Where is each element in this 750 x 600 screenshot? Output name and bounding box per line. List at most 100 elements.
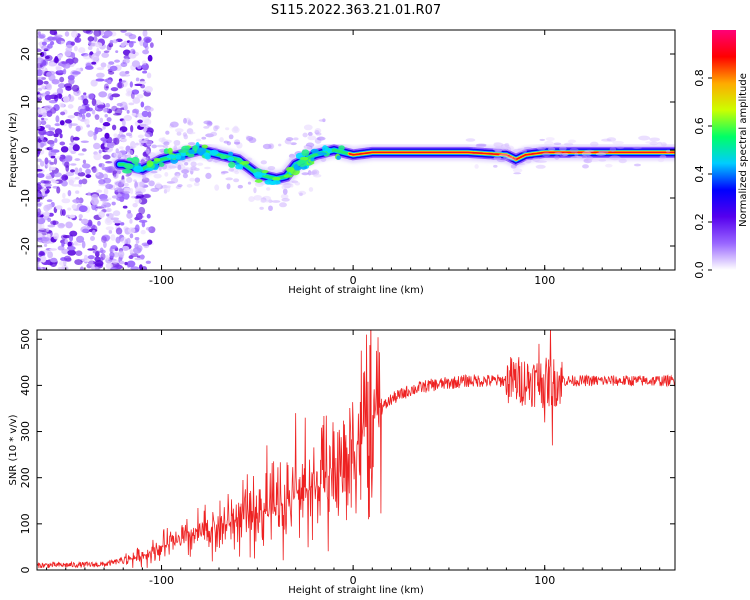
noise-blob [109, 65, 118, 72]
halo-blob [126, 177, 133, 183]
halo-blob [609, 155, 621, 161]
noise-blob [70, 30, 78, 38]
snr-series-line [37, 330, 675, 569]
noise-blob [85, 112, 91, 118]
halo-blob [539, 138, 546, 141]
halo-blob [268, 205, 273, 212]
halo-blob [544, 140, 554, 146]
noise-blob [130, 92, 135, 99]
noise-blob [50, 257, 58, 263]
noise-blob [48, 127, 56, 131]
noise-blob [139, 39, 145, 47]
halo-blob [307, 131, 313, 137]
noise-blob [94, 260, 104, 267]
noise-blob [81, 113, 86, 121]
noise-blob [62, 192, 66, 199]
ridge-core-red [348, 151, 675, 161]
noise-blob [123, 105, 128, 111]
noise-blob [78, 167, 83, 173]
noise-blob [78, 218, 82, 221]
noise-blob [37, 79, 44, 86]
noise-blob [87, 36, 95, 42]
noise-blob [37, 119, 41, 126]
halo-blob [183, 117, 187, 124]
noise-blob [43, 243, 48, 247]
noise-blob [40, 84, 46, 90]
halo-blob [601, 138, 612, 142]
noise-blob [120, 62, 128, 68]
ridge-clump [188, 149, 195, 155]
noise-blob [129, 81, 133, 88]
noise-blob [43, 80, 49, 85]
noise-blob [54, 123, 61, 127]
halo-blob [122, 191, 131, 194]
y-tick-label: 200 [19, 467, 32, 488]
noise-blob [113, 113, 122, 116]
noise-blob [45, 227, 50, 233]
colorbar-label: Normalized spectral amplitude [738, 73, 749, 227]
noise-blob [130, 124, 134, 133]
noise-blob [134, 257, 142, 261]
noise-blob [70, 41, 75, 46]
noise-blob [50, 166, 56, 171]
colorbar-tick-label: 0.8 [693, 69, 706, 87]
noise-blob [66, 246, 76, 251]
noise-blob [39, 160, 45, 167]
noise-blob [84, 118, 90, 125]
halo-blob [307, 135, 317, 141]
halo-blob [114, 181, 124, 186]
halo-blob [660, 142, 667, 147]
noise-blob [102, 201, 107, 206]
noise-blob [37, 158, 42, 163]
noise-blob [72, 144, 80, 152]
colorbar-tick-label: 0.6 [693, 117, 706, 135]
noise-blob [37, 125, 41, 130]
noise-blob [127, 227, 136, 234]
halo-blob [161, 137, 166, 142]
noise-blob [44, 183, 52, 188]
halo-blob [233, 141, 241, 145]
halo-blob [574, 152, 579, 157]
noise-blob [102, 122, 111, 127]
noise-blob [87, 219, 93, 227]
noise-blob [53, 31, 58, 36]
noise-blob [61, 198, 71, 204]
noise-blob [95, 72, 105, 78]
halo-blob [657, 141, 662, 145]
noise-blob [61, 176, 66, 181]
noise-blob [114, 222, 121, 226]
halo-blob [248, 196, 255, 203]
noise-blob [41, 69, 45, 75]
halo-blob [316, 136, 326, 141]
noise-blob [90, 79, 98, 87]
halo-blob [164, 171, 169, 177]
noise-blob [109, 251, 115, 259]
noise-blob [67, 207, 72, 211]
noise-blob [106, 207, 112, 213]
noise-blob [37, 48, 42, 53]
halo-blob [184, 162, 189, 166]
noise-blob [62, 95, 70, 103]
halo-blob [135, 191, 143, 196]
ridge-clump [192, 145, 198, 152]
halo-blob [285, 137, 294, 142]
halo-blob [606, 137, 617, 142]
halo-blob [301, 172, 309, 176]
noise-blob [50, 107, 57, 114]
ridge-clump [123, 163, 134, 170]
noise-blob [53, 232, 59, 240]
noise-blob [94, 42, 103, 48]
noise-blob [72, 136, 80, 141]
ridge-clump [228, 151, 234, 157]
noise-blob [65, 171, 75, 177]
noise-blob [69, 123, 78, 126]
halo-blob [315, 132, 322, 136]
halo-blob [633, 163, 642, 167]
noise-blob [128, 33, 137, 40]
noise-blob [37, 147, 41, 155]
noise-blob [123, 114, 133, 122]
noise-blob [132, 108, 140, 114]
halo-blob [306, 171, 316, 176]
noise-blob [91, 109, 96, 115]
